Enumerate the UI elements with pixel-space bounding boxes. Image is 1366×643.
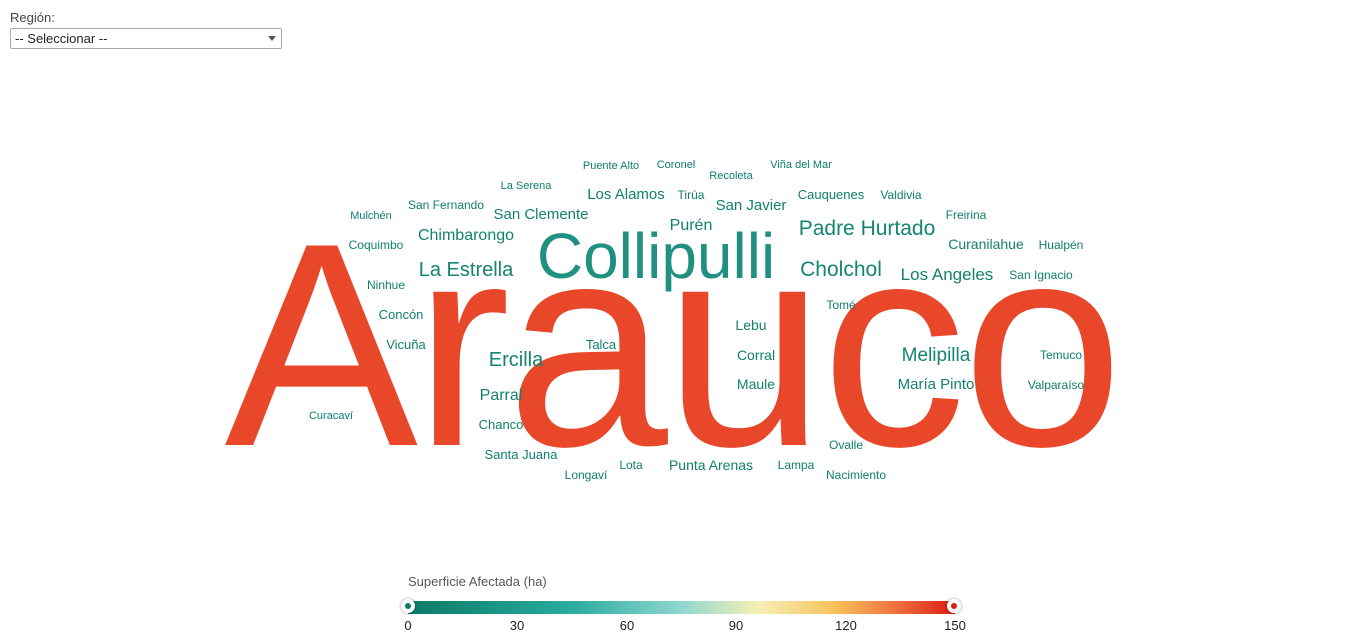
- word-melipilla[interactable]: Melipilla: [902, 345, 971, 366]
- word-tirúa[interactable]: Tirúa: [678, 188, 705, 202]
- word-curacaví[interactable]: Curacaví: [309, 410, 353, 422]
- word-lampa[interactable]: Lampa: [778, 458, 815, 472]
- word-ercilla[interactable]: Ercilla: [489, 349, 544, 371]
- legend-tick: 90: [728, 618, 744, 633]
- region-select[interactable]: -- Seleccionar --: [10, 28, 282, 49]
- word-tomé[interactable]: Tomé: [826, 298, 856, 312]
- word-puente-alto[interactable]: Puente Alto: [583, 160, 639, 172]
- word-talca[interactable]: Talca: [586, 337, 617, 352]
- chevron-down-icon: [268, 36, 276, 41]
- word-cauquenes[interactable]: Cauquenes: [798, 187, 865, 202]
- word-longaví[interactable]: Longaví: [565, 468, 608, 482]
- word-concón[interactable]: Concón: [379, 307, 424, 322]
- word-los-angeles[interactable]: Los Angeles: [901, 265, 994, 284]
- word-ninhue[interactable]: Ninhue: [367, 278, 405, 292]
- word-la-estrella[interactable]: La Estrella: [419, 259, 514, 281]
- word-freirina[interactable]: Freirina: [946, 208, 987, 222]
- word-valparaíso[interactable]: Valparaíso: [1028, 378, 1085, 392]
- word-la-serena[interactable]: La Serena: [501, 180, 553, 192]
- word-recoleta[interactable]: Recoleta: [709, 170, 753, 182]
- region-label: Región:: [10, 10, 55, 25]
- word-coquimbo[interactable]: Coquimbo: [349, 238, 404, 252]
- legend-tick: 30: [509, 618, 525, 633]
- word-san-clemente[interactable]: San Clemente: [493, 206, 588, 223]
- word-valdivia[interactable]: Valdivia: [880, 188, 921, 202]
- legend-min-handle[interactable]: [401, 599, 415, 613]
- word-corral[interactable]: Corral: [737, 347, 775, 363]
- word-viña-del-mar[interactable]: Viña del Mar: [770, 159, 832, 171]
- word-temuco[interactable]: Temuco: [1040, 348, 1082, 362]
- color-legend: Superficie Afectada (ha) 0 30 60 90 120 …: [400, 574, 970, 640]
- word-arauco[interactable]: Arauco: [225, 183, 1124, 507]
- word-cholchol[interactable]: Cholchol: [800, 258, 882, 281]
- legend-tick: 120: [835, 618, 857, 633]
- legend-max-handle[interactable]: [947, 599, 961, 613]
- word-santa-juana[interactable]: Santa Juana: [484, 447, 558, 462]
- word-hualpén[interactable]: Hualpén: [1039, 238, 1084, 252]
- word-mulchén[interactable]: Mulchén: [350, 210, 392, 222]
- word-padre-hurtado[interactable]: Padre Hurtado: [799, 217, 936, 240]
- word-maule[interactable]: Maule: [737, 376, 775, 392]
- word-parral[interactable]: Parral: [480, 387, 523, 404]
- legend-ticks: 0 30 60 90 120 150: [404, 618, 965, 638]
- region-select-value: -- Seleccionar --: [15, 31, 108, 46]
- word-collipulli[interactable]: Collipulli: [537, 220, 775, 292]
- region-filter: Región: -- Seleccionar --: [10, 10, 282, 49]
- word-vicuña[interactable]: Vicuña: [386, 337, 426, 352]
- legend-tick: 150: [944, 618, 966, 633]
- word-san-ignacio[interactable]: San Ignacio: [1009, 268, 1073, 282]
- word-chanco[interactable]: Chanco: [479, 417, 524, 432]
- legend-tick: 0: [404, 618, 412, 633]
- word-chimbarongo[interactable]: Chimbarongo: [418, 227, 514, 244]
- word-san-javier[interactable]: San Javier: [716, 197, 787, 214]
- word-san-fernando[interactable]: San Fernando: [408, 198, 484, 212]
- legend-gradient-bar: [408, 601, 955, 614]
- word-nacimiento[interactable]: Nacimiento: [826, 468, 886, 482]
- word-los-alamos[interactable]: Los Alamos: [587, 186, 665, 203]
- legend-tick: 60: [619, 618, 635, 633]
- word-punta-arenas[interactable]: Punta Arenas: [669, 457, 753, 473]
- word-lebu[interactable]: Lebu: [735, 317, 766, 333]
- word-lota[interactable]: Lota: [619, 458, 643, 472]
- legend-title: Superficie Afectada (ha): [408, 574, 547, 589]
- word-maría-pinto[interactable]: María Pinto: [898, 376, 975, 393]
- word-purén[interactable]: Purén: [670, 217, 713, 234]
- word-curanilahue[interactable]: Curanilahue: [948, 236, 1024, 252]
- word-coronel[interactable]: Coronel: [657, 159, 696, 171]
- word-ovalle[interactable]: Ovalle: [829, 438, 863, 452]
